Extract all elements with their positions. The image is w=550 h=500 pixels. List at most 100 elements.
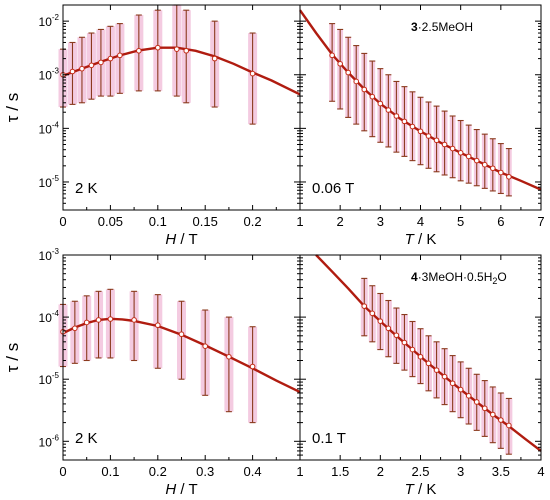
data-point: [202, 343, 208, 349]
x-tick-label: 0: [59, 214, 66, 229]
data-point: [107, 316, 114, 322]
y-tick-label: 10-5: [39, 174, 60, 190]
bottom-left-series: [60, 288, 301, 424]
text-layer: 0 0.05 0.1 0.15 0.2 110-510-410-310-2τ / sH /…: [3, 13, 545, 498]
top-right-axes: [299, 4, 542, 211]
y-axis-label: τ / s: [3, 93, 22, 122]
x-tick-label: 0.1: [101, 464, 119, 479]
data-point: [449, 145, 456, 152]
y-tick-exponent: -2: [52, 13, 60, 22]
data-point: [178, 331, 185, 338]
data-point: [353, 78, 360, 85]
top-right-labels: 2 3 4 5 6 7T / K0.06 T3·2.5MeOH: [312, 20, 545, 248]
compound-subscript: 2: [492, 276, 497, 286]
data-point: [506, 173, 512, 180]
condition-label: 0.1 T: [312, 430, 346, 447]
x-tick-label: 1.5: [331, 464, 349, 479]
y-tick-base: 10: [39, 122, 53, 136]
x-tick-label: 5: [457, 214, 464, 229]
bottom-left-labels: 0 0.1 0.2 0.3 0.4 110-610-510-410-3τ / sH / T…: [3, 247, 304, 498]
data-point: [131, 317, 137, 323]
x-tick-label: 3: [457, 464, 464, 479]
x-axis-unit: / T: [176, 481, 197, 498]
data-point: [117, 52, 123, 59]
data-point: [481, 161, 488, 168]
data-point: [473, 399, 480, 405]
y-tick-label: 10-4: [39, 120, 60, 136]
y-tick-exponent: -3: [52, 247, 60, 256]
data-point: [377, 318, 384, 324]
condition-label: 2 K: [75, 180, 98, 197]
compound-formula-tail: O: [497, 270, 506, 284]
data-point: [417, 353, 424, 360]
data-point: [98, 59, 104, 66]
x-tick-label: 0.2: [244, 214, 262, 229]
x-tick-label: 6: [497, 214, 504, 229]
x-axis-label: H / T: [165, 481, 197, 498]
data-point: [425, 360, 432, 367]
compound-number: 3: [411, 20, 418, 34]
data-point: [72, 325, 78, 332]
data-point: [361, 86, 368, 93]
data-point: [449, 380, 456, 387]
x-tick-label: 3.5: [492, 464, 510, 479]
compound-number: 4: [411, 270, 418, 284]
data-point: [506, 422, 512, 429]
data-point: [211, 55, 218, 62]
y-tick-label: 10-5: [39, 371, 60, 387]
data-point: [441, 141, 448, 148]
condition-label: 0.06 T: [312, 180, 354, 197]
data-point: [155, 44, 161, 51]
y-tick-exponent: -4: [52, 309, 60, 318]
y-tick-label: 10-4: [39, 309, 60, 325]
data-point: [498, 417, 504, 423]
data-point: [465, 153, 472, 160]
x-axis-label: T / K: [405, 231, 437, 248]
data-point: [481, 405, 488, 412]
x-tick-label: 0.05: [98, 214, 123, 229]
bottom-left-axes: [62, 254, 301, 461]
data-point: [393, 113, 400, 119]
x-tick-label: 0.2: [149, 464, 167, 479]
data-point: [417, 128, 424, 135]
data-point: [385, 325, 392, 332]
data-point: [329, 52, 335, 59]
axes-layer: [62, 4, 542, 461]
data-point: [83, 319, 90, 326]
condition-label: 2 K: [75, 430, 98, 447]
y-tick-exponent: -5: [52, 371, 60, 380]
data-point: [369, 93, 376, 100]
data-point: [345, 69, 352, 76]
y-tick-label: 10-3: [39, 67, 60, 83]
y-tick-label: 10-3: [39, 247, 60, 263]
data-point: [88, 62, 95, 69]
data-point: [249, 363, 256, 370]
compound-label: 4·3MeOH·0.5H2O: [411, 270, 507, 286]
top-right-series: [299, 9, 542, 197]
x-tick-label: 2.5: [411, 464, 429, 479]
data-point: [490, 165, 496, 172]
data-point: [473, 157, 480, 164]
x-tick-label: 0: [59, 464, 66, 479]
y-tick-base: 10: [39, 311, 53, 325]
compound-formula: ·3MeOH·0.5H: [418, 270, 493, 284]
data-point: [498, 169, 504, 176]
x-tick-label-end: 1: [296, 464, 303, 479]
y-axis-unit: / s: [3, 343, 22, 366]
top-left-labels: 0 0.05 0.1 0.15 0.2 110-510-410-310-2τ / sH /…: [3, 13, 304, 248]
x-axis-label: H / T: [165, 231, 197, 248]
data-point: [433, 367, 440, 373]
x-axis-label: T / K: [405, 481, 437, 498]
y-tick-base: 10: [39, 249, 53, 263]
x-axis-unit: / K: [414, 231, 437, 248]
x-axis-var: H: [165, 481, 176, 498]
data-point: [183, 47, 190, 54]
data-point: [226, 353, 232, 360]
y-axis-var: τ: [3, 115, 22, 122]
x-tick-label: 0.1: [149, 214, 167, 229]
data-point: [433, 137, 440, 144]
y-tick-exponent: -4: [52, 120, 60, 129]
data-point: [107, 55, 114, 62]
bottom-right-series: [315, 254, 542, 455]
